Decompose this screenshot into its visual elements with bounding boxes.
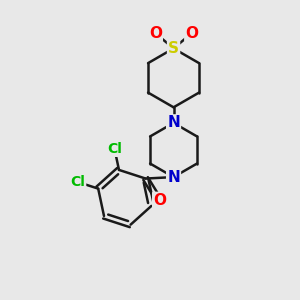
Text: O: O: [149, 26, 162, 40]
Text: N: N: [167, 169, 180, 184]
Text: Cl: Cl: [70, 175, 85, 189]
Text: Cl: Cl: [107, 142, 122, 156]
Text: O: O: [185, 26, 198, 40]
Text: S: S: [168, 41, 179, 56]
Text: O: O: [153, 193, 166, 208]
Text: N: N: [167, 116, 180, 130]
